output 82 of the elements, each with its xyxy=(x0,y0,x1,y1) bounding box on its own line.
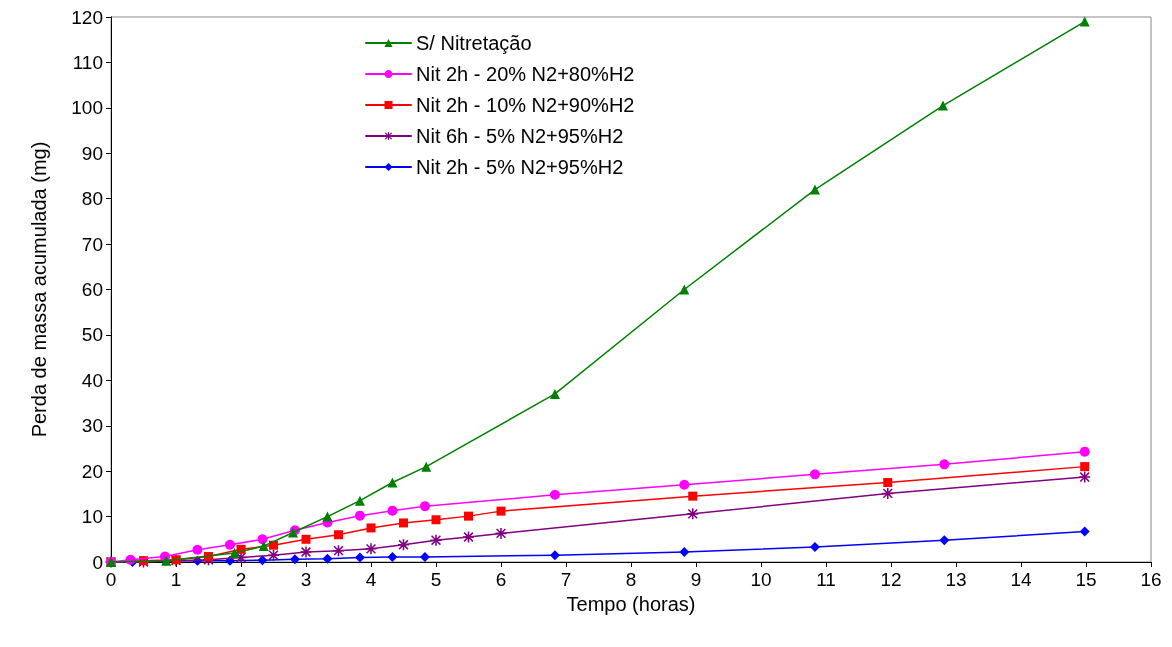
x-tick-label: 16 xyxy=(1140,569,1162,590)
x-tick-label: 7 xyxy=(560,569,572,590)
point xyxy=(1079,526,1090,537)
y-tick-label: 80 xyxy=(81,188,103,210)
point xyxy=(387,552,398,562)
point xyxy=(192,544,203,555)
x-tick-label: 13 xyxy=(945,569,967,590)
point xyxy=(809,469,820,480)
point xyxy=(289,554,300,565)
y-tick-label: 100 xyxy=(71,97,103,119)
legend-label: Nit 2h - 20% N2+80%H2 xyxy=(416,63,635,85)
y-tick-label: 120 xyxy=(71,6,103,28)
point xyxy=(809,542,820,553)
point xyxy=(496,506,506,516)
y-tick-label: 0 xyxy=(92,551,103,573)
y-tick-label: 110 xyxy=(72,51,103,73)
y-tick-label: 30 xyxy=(81,415,103,437)
point xyxy=(322,511,333,522)
x-tick-label: 2 xyxy=(235,569,247,590)
point xyxy=(419,501,430,512)
point xyxy=(257,555,268,566)
point xyxy=(257,534,268,545)
point xyxy=(549,489,560,500)
point xyxy=(300,546,312,558)
x-tick-label: 0 xyxy=(105,569,117,590)
x-tick-label: 4 xyxy=(365,569,377,590)
x-tick-label: 5 xyxy=(430,569,442,590)
point xyxy=(229,547,240,558)
point xyxy=(224,539,235,550)
y-axis-title: Perda de massa acumulada (mg) xyxy=(28,141,50,438)
x-axis-title: Tempo (horas) xyxy=(566,593,696,615)
y-tick-label: 20 xyxy=(81,460,103,482)
point xyxy=(419,552,430,562)
legend-label: Nit 2h - 5% N2+95%H2 xyxy=(416,156,624,178)
point xyxy=(387,477,398,488)
point xyxy=(1079,16,1090,27)
point xyxy=(258,541,269,552)
point xyxy=(939,459,950,470)
legend-label: Nit 2h - 10% N2+90%H2 xyxy=(416,94,635,116)
point xyxy=(354,495,365,506)
x-tick-label: 9 xyxy=(690,569,702,590)
point xyxy=(809,184,820,195)
x-tick-label: 1 xyxy=(170,569,182,590)
x-tick-label: 8 xyxy=(625,569,637,590)
point xyxy=(366,523,376,533)
y-tick-label: 70 xyxy=(81,233,103,255)
x-tick-label: 12 xyxy=(880,569,902,590)
point xyxy=(939,535,950,546)
x-tick-label: 11 xyxy=(816,569,836,590)
point xyxy=(354,552,365,563)
x-tick-label: 3 xyxy=(300,569,312,590)
point xyxy=(399,518,408,528)
point xyxy=(431,515,441,525)
point xyxy=(883,478,893,488)
point xyxy=(679,284,690,295)
point xyxy=(1080,462,1090,472)
legend-label: Nit 6h - 5% N2+95%H2 xyxy=(416,125,624,147)
point xyxy=(334,530,343,540)
point xyxy=(387,505,398,516)
x-tick-label: 10 xyxy=(750,569,772,590)
x-tick-label: 15 xyxy=(1075,569,1097,590)
point xyxy=(1079,446,1090,457)
point xyxy=(688,491,698,501)
point xyxy=(354,510,365,521)
point xyxy=(938,100,948,111)
point xyxy=(464,511,473,521)
point xyxy=(301,534,311,544)
y-tick-label: 10 xyxy=(81,506,103,528)
point xyxy=(549,550,560,561)
point xyxy=(269,540,278,550)
point xyxy=(322,553,333,564)
legend-label: S/ Nitretação xyxy=(416,32,532,54)
point xyxy=(421,461,432,472)
y-tick-label: 40 xyxy=(81,369,103,391)
point xyxy=(549,388,560,399)
x-tick-label: 6 xyxy=(495,569,507,590)
point xyxy=(679,547,690,558)
y-tick-label: 60 xyxy=(81,279,103,300)
y-tick-label: 50 xyxy=(81,324,103,346)
x-tick-label: 14 xyxy=(1010,569,1032,590)
y-tick-label: 90 xyxy=(81,142,103,164)
point xyxy=(679,479,690,490)
